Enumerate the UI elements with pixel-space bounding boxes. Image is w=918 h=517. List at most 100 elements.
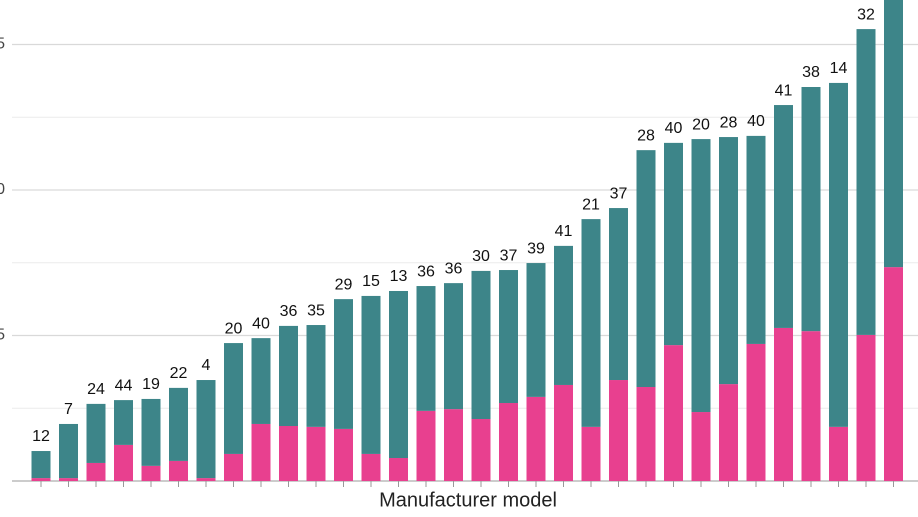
bar-segment — [444, 283, 463, 410]
bar-segment — [334, 299, 353, 429]
bar-segment — [416, 286, 436, 411]
bar-segment — [86, 462, 106, 481]
y-tick-label: 10 — [0, 181, 5, 198]
bar-segment — [389, 290, 408, 459]
data-label: 35 — [307, 302, 325, 319]
bar-segment — [86, 403, 106, 463]
bar-segment — [856, 334, 876, 481]
data-label: 40 — [252, 315, 270, 332]
data-label: 12 — [32, 428, 50, 445]
bar-segment — [774, 327, 793, 481]
data-label: 44 — [115, 377, 133, 394]
data-label: 37 — [500, 247, 518, 264]
data-label: 40 — [747, 113, 765, 130]
bar-segment — [884, 267, 903, 481]
data-label: 41 — [775, 82, 793, 99]
bar-segment — [471, 270, 491, 420]
bar-segment — [691, 139, 711, 413]
bar-segment — [31, 451, 51, 479]
data-label: 30 — [472, 248, 490, 265]
data-label: 13 — [390, 268, 408, 285]
y-tick-label: 15 — [0, 36, 5, 53]
data-label: 38 — [802, 64, 820, 81]
bar-segment — [856, 29, 876, 335]
data-label: 28 — [720, 114, 738, 131]
bar-segment — [334, 428, 353, 481]
bar-segment — [389, 458, 408, 481]
bar-segment — [554, 245, 573, 385]
bar-segment — [801, 87, 821, 332]
data-label: 28 — [637, 127, 655, 144]
bar-segment — [719, 384, 738, 481]
bar-segment — [471, 419, 491, 481]
data-label: 39 — [527, 240, 545, 257]
bar-segment — [691, 412, 711, 481]
bar-segment — [114, 400, 133, 445]
bar-segment — [746, 135, 766, 344]
bar-segment — [224, 343, 243, 454]
bar-segment — [554, 384, 573, 481]
bar-segment — [251, 423, 271, 481]
bar-segment — [444, 409, 463, 481]
bar-segment — [279, 325, 298, 427]
bar-segment — [774, 105, 793, 328]
bar-segment — [279, 426, 298, 481]
bar-segment — [361, 295, 381, 454]
data-label: 29 — [335, 276, 353, 293]
data-label: 21 — [582, 196, 600, 213]
bar-segment — [499, 270, 518, 404]
bar-segment — [361, 453, 381, 481]
bar-segment — [609, 208, 628, 381]
bar-segment — [884, 0, 903, 268]
bar-segment — [196, 478, 216, 481]
bar-segment — [251, 338, 271, 424]
bar-segment — [609, 380, 628, 481]
data-label: 24 — [87, 381, 105, 398]
bar-segment — [141, 465, 161, 481]
bar-segment — [59, 478, 78, 481]
data-label: 32 — [857, 6, 875, 23]
bar-segment — [664, 345, 683, 481]
bar-segment — [664, 142, 683, 346]
bar-segment — [829, 82, 848, 427]
data-label: 41 — [555, 223, 573, 240]
data-label: 36 — [280, 303, 298, 320]
bar-segment — [141, 398, 161, 466]
bar-segment — [169, 460, 188, 481]
bar-segment — [169, 387, 188, 461]
data-label: 40 — [665, 120, 683, 137]
bar-segment — [416, 410, 436, 481]
data-label: 37 — [610, 185, 628, 202]
data-label: 20 — [692, 116, 710, 133]
bar-segment — [829, 426, 848, 481]
bar-segment — [114, 444, 133, 481]
data-label: 36 — [417, 263, 435, 280]
bar-segment — [306, 325, 326, 427]
bar-segment — [526, 396, 546, 481]
data-label: 15 — [362, 273, 380, 290]
bar-segment — [31, 478, 51, 481]
data-label: 36 — [445, 260, 463, 277]
bar-segment — [499, 403, 518, 481]
bar-segment — [636, 150, 656, 388]
data-label: 14 — [830, 60, 848, 77]
bar-segment — [801, 331, 821, 481]
x-axis-title: Manufacturer model — [379, 489, 557, 511]
data-label: 7 — [64, 401, 73, 418]
data-label: 19 — [142, 376, 160, 393]
bar-segment — [59, 423, 78, 479]
bar-segment — [746, 343, 766, 481]
bar-segment — [224, 453, 243, 481]
bar-segment — [306, 426, 326, 481]
bar-segment — [719, 137, 738, 385]
y-tick-label: 5 — [0, 327, 5, 344]
bar-segment — [581, 219, 601, 427]
bar-segment — [636, 387, 656, 481]
data-label: 22 — [170, 365, 188, 382]
bar-segment — [581, 426, 601, 481]
bar-segment — [196, 380, 216, 479]
data-label: 20 — [225, 320, 243, 337]
data-label: 4 — [202, 357, 211, 374]
bar-segment — [526, 263, 546, 397]
